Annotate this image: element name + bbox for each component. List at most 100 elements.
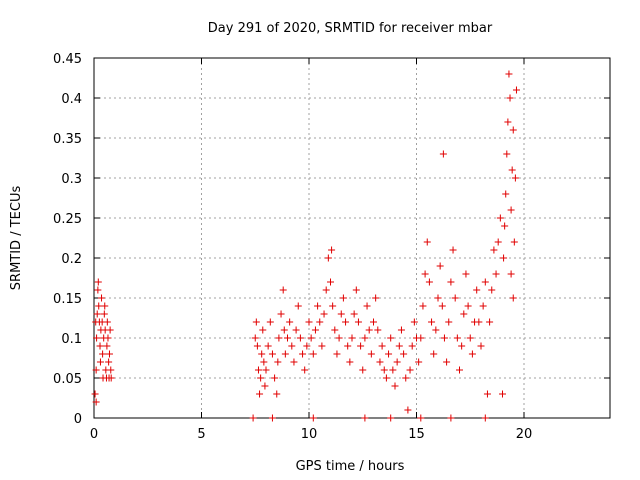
data-point xyxy=(402,374,410,382)
y-tick-label: 0 xyxy=(74,412,82,427)
data-point xyxy=(458,342,466,350)
data-point xyxy=(408,342,416,350)
x-tick-label: 20 xyxy=(516,427,533,442)
data-point xyxy=(257,374,265,382)
data-point xyxy=(98,294,106,302)
data-point xyxy=(322,286,330,294)
data-point xyxy=(318,342,326,350)
data-point xyxy=(281,350,289,358)
y-tick-label: 0.1 xyxy=(61,332,82,347)
data-point xyxy=(256,390,264,398)
data-point xyxy=(253,342,261,350)
data-point xyxy=(406,366,414,374)
data-point xyxy=(481,414,489,422)
data-point xyxy=(92,366,100,374)
data-point xyxy=(96,342,104,350)
grid-lines xyxy=(94,58,610,418)
data-point xyxy=(479,302,487,310)
y-tick-label: 0.3 xyxy=(61,172,82,187)
data-point xyxy=(301,366,309,374)
data-point xyxy=(389,366,397,374)
data-point xyxy=(462,270,470,278)
y-tick-label: 0.15 xyxy=(53,292,82,307)
data-point xyxy=(378,342,386,350)
data-point xyxy=(468,350,476,358)
data-point xyxy=(443,358,451,366)
data-point xyxy=(258,350,266,358)
y-tick-label: 0.05 xyxy=(53,372,82,387)
data-point xyxy=(286,318,294,326)
x-tick-label: 0 xyxy=(90,427,98,442)
data-point xyxy=(99,350,107,358)
data-point xyxy=(400,350,408,358)
y-tick-label: 0.4 xyxy=(61,92,82,107)
data-point xyxy=(436,262,444,270)
data-point xyxy=(417,414,425,422)
data-point xyxy=(494,238,502,246)
data-point xyxy=(105,358,113,366)
data-point xyxy=(376,358,384,366)
data-point xyxy=(512,86,520,94)
data-point xyxy=(456,366,463,374)
data-point xyxy=(290,358,298,366)
data-point xyxy=(259,326,267,334)
data-point xyxy=(410,318,418,326)
data-point xyxy=(254,366,262,374)
data-point xyxy=(309,350,317,358)
data-point xyxy=(509,294,517,302)
x-tick-label: 15 xyxy=(408,427,425,442)
data-point xyxy=(508,166,516,174)
data-point xyxy=(104,334,112,342)
data-point xyxy=(268,350,276,358)
data-point xyxy=(499,390,506,398)
data-point xyxy=(280,326,288,334)
data-point xyxy=(296,334,304,342)
data-point xyxy=(503,150,511,158)
data-point xyxy=(438,302,446,310)
x-tick-label: 5 xyxy=(197,427,205,442)
data-point xyxy=(361,334,369,342)
data-point xyxy=(432,326,440,334)
x-tick-labels: 0 5 10 15 20 xyxy=(90,427,532,442)
data-point xyxy=(103,318,111,326)
data-point xyxy=(309,414,317,422)
axis-ticks xyxy=(93,57,610,419)
data-point xyxy=(504,118,512,126)
data-point xyxy=(380,366,388,374)
data-point xyxy=(445,318,453,326)
data-point xyxy=(91,390,99,398)
data-point xyxy=(363,302,371,310)
data-point xyxy=(262,366,270,374)
y-axis-label: SRMTID / TECUs xyxy=(9,186,24,291)
data-point xyxy=(451,294,459,302)
data-point xyxy=(415,358,423,366)
data-point xyxy=(502,190,510,198)
data-point xyxy=(316,318,324,326)
data-point xyxy=(344,342,352,350)
data-point xyxy=(453,334,461,342)
data-point xyxy=(320,310,328,318)
data-point xyxy=(354,318,362,326)
data-point xyxy=(449,246,457,254)
data-point xyxy=(370,318,377,326)
y-tick-label: 0.35 xyxy=(53,132,82,147)
data-point xyxy=(92,318,100,326)
data-point xyxy=(496,214,504,222)
data-point xyxy=(279,286,287,294)
data-point xyxy=(260,358,268,366)
data-point xyxy=(391,382,399,390)
data-point xyxy=(107,366,115,374)
data-point xyxy=(486,318,494,326)
plot-frame xyxy=(93,57,611,419)
data-point xyxy=(94,286,102,294)
data-point xyxy=(331,326,339,334)
data-point xyxy=(105,350,113,358)
x-tick-label: 10 xyxy=(301,427,318,442)
data-point xyxy=(106,326,114,334)
data-point xyxy=(477,342,485,350)
data-point xyxy=(434,294,442,302)
data-point xyxy=(488,286,496,294)
data-point xyxy=(397,326,405,334)
data-point xyxy=(505,70,513,78)
